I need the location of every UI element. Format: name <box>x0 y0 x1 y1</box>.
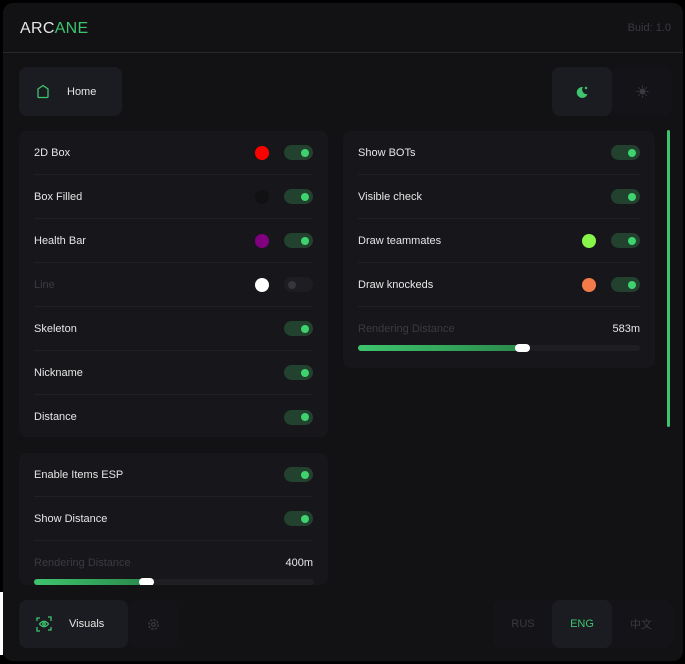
slider-fill <box>34 579 146 585</box>
rendering-distance-label: Rendering Distance <box>34 557 131 569</box>
slider-thumb[interactable] <box>515 344 531 352</box>
setting-label: Draw knockeds <box>358 278 434 291</box>
color-picker[interactable] <box>255 189 269 204</box>
setting-row: Health Bar <box>34 219 313 263</box>
setting-row: Line <box>34 263 313 307</box>
build-version: Buid: 1.0 <box>627 22 671 34</box>
rendering-distance-value: 400m <box>285 557 313 569</box>
setting-row: Visible check <box>358 175 640 219</box>
setting-row: Skeleton <box>34 307 313 351</box>
visuals-tab[interactable]: Visuals <box>19 600 128 648</box>
toggle-switch[interactable] <box>611 189 640 204</box>
setting-row: Show BOTs <box>358 131 640 175</box>
toggle-switch[interactable] <box>611 277 640 292</box>
setting-label: Draw teammates <box>358 234 442 247</box>
setting-row: Enable Items ESP <box>34 453 313 497</box>
home-tab[interactable]: Home <box>19 67 122 116</box>
slider-thumb[interactable] <box>139 578 154 585</box>
other-settings-card: Show BOTs Visible check Draw teammates Draw… <box>343 131 655 368</box>
language-eng[interactable]: ENG <box>552 600 612 648</box>
edge-marker <box>0 592 3 655</box>
setting-row: Draw teammates <box>358 219 640 263</box>
dark-theme-button[interactable] <box>552 67 612 116</box>
gear-icon <box>147 618 159 630</box>
eye-scan-icon <box>36 616 52 632</box>
toggle-switch[interactable] <box>284 277 313 292</box>
toggle-switch[interactable] <box>284 467 313 482</box>
setting-label: Enable Items ESP <box>34 468 124 481</box>
rendering-distance-slider[interactable] <box>34 578 314 585</box>
setting-row: Nickname <box>34 351 313 395</box>
settings-tab[interactable] <box>128 600 178 648</box>
toggle-switch[interactable] <box>611 233 640 248</box>
toggle-switch[interactable] <box>284 365 313 380</box>
logo-text-green: ANE <box>54 20 89 37</box>
logo: ARCANE <box>20 20 89 38</box>
rendering-distance-row: Rendering Distance 583m <box>358 307 640 351</box>
toggle-switch[interactable] <box>284 189 313 204</box>
setting-label: Health Bar <box>34 234 86 247</box>
setting-label: Nickname <box>34 366 83 379</box>
toggle-switch[interactable] <box>284 511 313 526</box>
setting-label: Show Distance <box>34 512 108 525</box>
language-chinese[interactable]: 中文 <box>630 619 652 631</box>
setting-row: Draw knockeds <box>358 263 640 307</box>
sun-icon <box>636 85 648 98</box>
setting-label: 2D Box <box>34 146 71 159</box>
language-selector: RUS ENG 中文 <box>493 600 673 648</box>
scrollbar[interactable] <box>667 130 670 427</box>
setting-row: Distance <box>34 395 313 437</box>
color-picker[interactable] <box>255 233 269 248</box>
items-esp-card: Enable Items ESP Show Distance Rendering D… <box>19 453 328 585</box>
color-picker[interactable] <box>582 233 596 248</box>
rendering-distance-value: 583m <box>612 323 640 335</box>
header: ARCANE Buid: 1.0 <box>3 3 683 53</box>
slider-fill <box>358 345 523 351</box>
color-picker[interactable] <box>255 145 269 160</box>
toggle-switch[interactable] <box>611 145 640 160</box>
language-rus[interactable]: RUS <box>511 618 535 630</box>
toggle-switch[interactable] <box>284 321 313 336</box>
setting-label: Visible check <box>358 190 422 203</box>
color-picker[interactable] <box>255 277 269 292</box>
setting-label: Line <box>34 278 55 291</box>
setting-label: Skeleton <box>34 322 77 335</box>
app-window: ARCANE Buid: 1.0 Home 2D Box Box Filled He… <box>3 3 683 661</box>
rendering-distance-row: Rendering Distance 400m <box>34 541 313 585</box>
toggle-switch[interactable] <box>284 145 313 160</box>
setting-row: 2D Box <box>34 131 313 175</box>
visuals-label: Visuals <box>69 618 105 630</box>
player-esp-card: 2D Box Box Filled Health Bar Line Skeleton Ni… <box>19 131 328 437</box>
logo-text-white: ARC <box>20 20 55 37</box>
rendering-distance-label: Rendering Distance <box>358 323 455 335</box>
rendering-distance-slider[interactable] <box>358 344 640 352</box>
home-icon <box>37 84 49 99</box>
setting-row: Show Distance <box>34 497 313 541</box>
setting-row: Box Filled <box>34 175 313 219</box>
setting-label: Show BOTs <box>358 146 416 159</box>
light-theme-button[interactable] <box>612 67 672 116</box>
setting-label: Distance <box>34 411 77 423</box>
setting-label: Box Filled <box>34 190 83 203</box>
color-picker[interactable] <box>582 277 596 292</box>
moon-icon <box>576 86 588 98</box>
home-label: Home <box>67 85 97 98</box>
toggle-switch[interactable] <box>284 233 313 248</box>
toggle-switch[interactable] <box>284 409 313 425</box>
